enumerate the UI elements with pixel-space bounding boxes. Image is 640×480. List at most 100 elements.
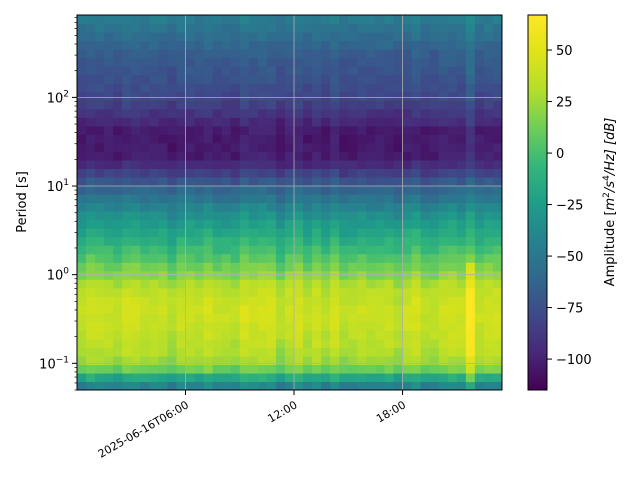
heatmap-cell [312, 330, 322, 340]
heatmap-cell [474, 125, 485, 135]
heatmap-cell [438, 245, 449, 255]
heatmap-cell [140, 372, 150, 383]
colorbar [528, 15, 547, 390]
heatmap-cell [429, 270, 440, 280]
heatmap-cell [348, 117, 358, 127]
heatmap-cell [275, 228, 286, 238]
heatmap-cell [212, 296, 223, 306]
heatmap-cell [257, 236, 268, 246]
heatmap-cell [77, 304, 87, 314]
heatmap-cell [104, 91, 114, 101]
heatmap-cell [465, 279, 476, 289]
heatmap-cell [447, 15, 458, 25]
heatmap-cell [203, 296, 214, 306]
heatmap-cell [447, 151, 458, 161]
heatmap-cell [140, 253, 150, 263]
heatmap-cell [266, 142, 277, 152]
heatmap-cell [167, 372, 178, 383]
heatmap-cell [77, 117, 87, 127]
heatmap-cell [384, 338, 395, 348]
heatmap-cell [375, 32, 386, 42]
heatmap-cell [402, 355, 413, 366]
x-tick-label: 2025-06-16T06:00 [96, 398, 191, 460]
heatmap-cell [239, 57, 250, 67]
heatmap-cell [122, 91, 132, 101]
heatmap-cell [266, 66, 277, 76]
heatmap-cell [203, 168, 214, 178]
heatmap-cell [474, 338, 485, 348]
heatmap-cell [393, 330, 404, 340]
colorbar-label: Amplitude [m2/s4/Hz] [dB] [602, 118, 618, 287]
heatmap-cell [122, 83, 132, 93]
heatmap-cell [140, 338, 150, 348]
heatmap-cell [113, 338, 123, 348]
heatmap-cell [104, 32, 114, 42]
heatmap-cell [420, 219, 431, 229]
heatmap-cell [248, 338, 259, 348]
heatmap-cell [303, 117, 313, 127]
heatmap-cell [438, 381, 449, 390]
heatmap-cell [221, 40, 232, 50]
heatmap-cell [185, 185, 196, 195]
heatmap-cell [176, 193, 187, 204]
grid-lines [77, 15, 502, 390]
heatmap-cell [465, 364, 476, 374]
heatmap-cell [248, 228, 259, 238]
heatmap-cell [384, 219, 395, 229]
heatmap-cell [402, 202, 413, 212]
heatmap-cell [158, 168, 169, 178]
heatmap-cell [366, 125, 376, 135]
heatmap-cell [167, 313, 178, 323]
heatmap-cell [149, 40, 159, 50]
heatmap-cell [294, 66, 304, 76]
heatmap-cell [86, 270, 96, 280]
heatmap-cell [185, 304, 196, 314]
heatmap-cell [294, 262, 304, 272]
heatmap-cell [357, 125, 367, 135]
heatmap-cell [77, 134, 87, 144]
heatmap-cell [375, 347, 386, 357]
heatmap-cell [167, 23, 178, 33]
heatmap-cell [438, 185, 449, 195]
heatmap-cell [239, 168, 250, 178]
heatmap-cell [194, 66, 205, 76]
heatmap-cell [456, 74, 467, 84]
heatmap-cell [131, 296, 141, 306]
heatmap-cell [429, 91, 440, 101]
heatmap-cell [77, 125, 87, 135]
heatmap-cell [456, 338, 467, 348]
heatmap-cell [312, 159, 322, 170]
heatmap-cell [303, 108, 313, 118]
heatmap-cell [420, 168, 431, 178]
heatmap-cell [330, 355, 340, 366]
heatmap-cell [140, 49, 150, 59]
heatmap-cell [429, 100, 440, 110]
heatmap-cell [348, 211, 358, 221]
heatmap-cell [339, 151, 349, 161]
heatmap-cell [393, 270, 404, 280]
heatmap-cell [321, 236, 331, 246]
heatmap-cell [257, 270, 268, 280]
heatmap-cell [339, 74, 349, 84]
y-tick-label: 100 [47, 267, 70, 284]
heatmap-cell [384, 91, 395, 101]
heatmap-cell [212, 270, 223, 280]
heatmap-cell [483, 15, 494, 25]
heatmap-cell [104, 15, 114, 25]
heatmap-cell [257, 372, 268, 383]
heatmap-cell [465, 202, 476, 212]
y-tick-label: 10−1 [39, 355, 69, 372]
heatmap-cell [357, 151, 367, 161]
heatmap-cell [420, 202, 431, 212]
heatmap-cell [402, 185, 413, 195]
heatmap-cell [465, 296, 476, 306]
heatmap-cell [447, 125, 458, 135]
heatmap-cell [221, 91, 232, 101]
heatmap-cell [77, 211, 87, 221]
heatmap-cell [131, 151, 141, 161]
heatmap-cell [393, 236, 404, 246]
heatmap-cell [330, 168, 340, 178]
heatmap-cell [294, 219, 304, 229]
heatmap-cell [366, 185, 376, 195]
